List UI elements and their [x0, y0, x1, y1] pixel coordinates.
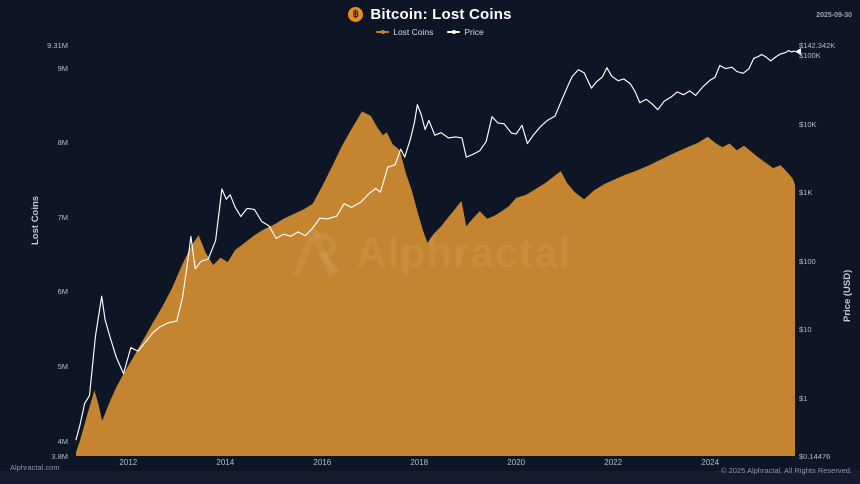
legend-label: Lost Coins: [393, 27, 434, 37]
legend-item-price[interactable]: Price: [447, 27, 484, 37]
legend-item-lost-coins[interactable]: Lost Coins: [376, 27, 433, 37]
legend: Lost Coins Price: [0, 27, 860, 37]
legend-label: Price: [464, 27, 484, 37]
lost-coins-legend-marker: [376, 30, 390, 34]
footer-site-link[interactable]: Alphractal.com: [10, 463, 60, 472]
price-legend-marker: [447, 30, 461, 34]
lost-coins-area: [76, 111, 795, 457]
price-line: [75, 49, 796, 441]
price-end-marker: [795, 48, 801, 56]
